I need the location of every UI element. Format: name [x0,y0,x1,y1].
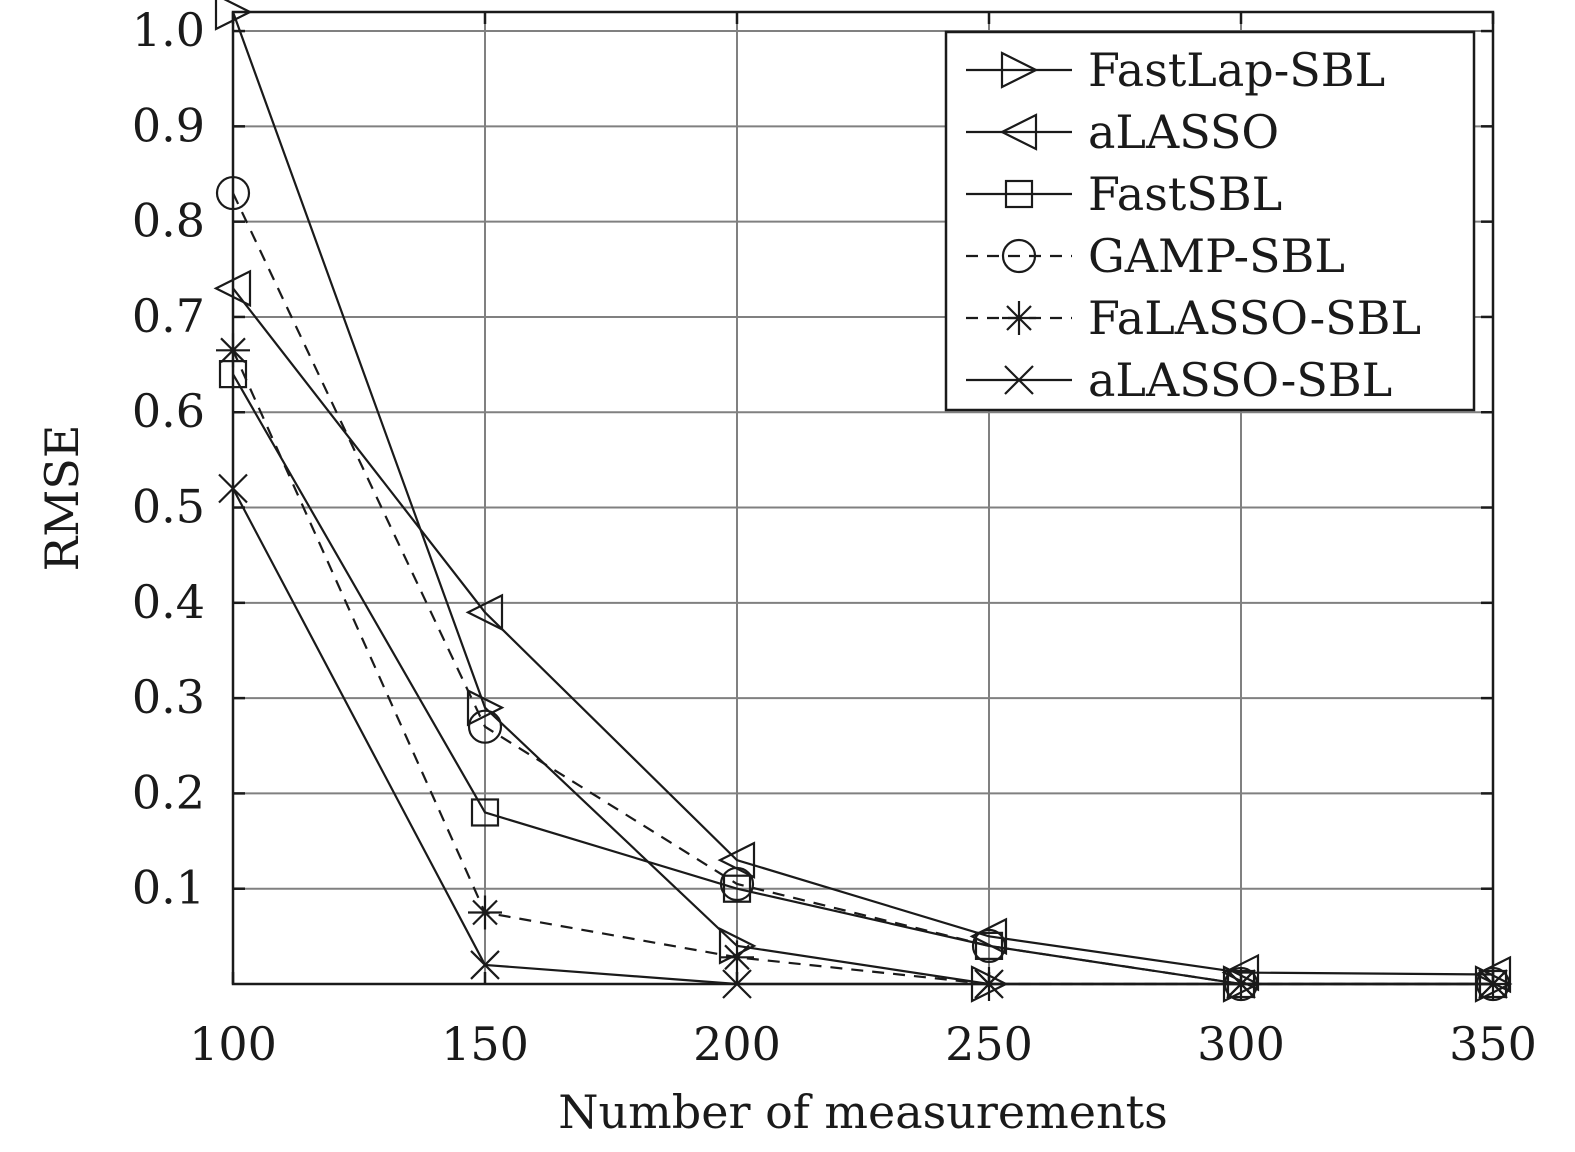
legend-marker-sample [1001,238,1037,274]
legend-marker-sample [999,113,1038,151]
legend-label: FaLASSO-SBL [1088,291,1421,345]
legend-box [944,30,1476,412]
data-point-fastsbl [974,931,1004,960]
legend-marker-sample [1004,365,1034,395]
y-tick-label: 1.0 [132,3,205,57]
legend-label: FastLap-SBL [1088,43,1385,97]
legend-entry-fastsbl: FastSBL [966,167,1282,221]
data-point-fastsbl [470,798,500,827]
x-axis-label: Number of measurements [558,1085,1167,1139]
y-tick-label: 0.8 [132,194,205,248]
series-line-gamp-sbl [232,192,1493,986]
data-point-alasso [969,917,1008,956]
y-tick-label: 0.6 [132,384,205,438]
legend-entry-gamp-sbl: GAMP-SBL [966,229,1345,283]
data-point-alasso-sbl [470,950,500,980]
legend-entry-fastlap-sbl: FastLap-SBL [966,43,1385,97]
data-point-fastsbl [722,874,752,903]
y-tick-label: 0.2 [132,765,205,819]
y-tick-label: 0.4 [132,575,205,629]
legend-label: GAMP-SBL [1088,229,1345,283]
series-line-alasso [232,287,1494,976]
data-point-alasso [465,593,504,632]
x-tick-label: 150 [441,1017,529,1071]
legend: FastLap-SBL aLASSO FastSBL GAMP-SBL FaLASSO-… [944,30,1476,412]
data-point-falasso-sbl [720,940,754,975]
plot-frame [231,10,1495,986]
x-tick-label: 300 [1197,1017,1285,1071]
legend-label: aLASSO-SBL [1088,353,1392,407]
legend-entry-alasso-sbl: aLASSO-SBL [966,353,1392,407]
series-line-alasso-sbl [232,487,1493,986]
y-tick-label: 0.9 [132,98,205,152]
y-tick-label: 0.3 [132,670,205,724]
series-line-fastsbl [232,373,1493,986]
series-line-falasso-sbl [231,349,1493,986]
x-tick-label: 350 [1449,1017,1537,1071]
legend-label: aLASSO [1088,105,1279,159]
legend-marker-sample [1000,51,1039,89]
y-tick-label: 0.5 [132,480,205,534]
data-point-gamp-sbl [971,928,1007,963]
legend-entry-falasso-sbl: FaLASSO-SBL [966,291,1421,345]
legend-entry-alasso: aLASSO [966,105,1279,159]
data-point-fastlap-sbl [466,688,505,727]
y-axis-label: RMSE [35,425,89,572]
x-tick-label: 100 [189,1017,277,1071]
data-point-gamp-sbl [467,709,503,744]
legend-label: FastSBL [1088,167,1282,221]
x-tick-label: 250 [945,1017,1033,1071]
x-tick-label: 200 [693,1017,781,1071]
axis-ticks: 100 150 200 250 300 350 0.1 0.2 0.3 0.4 0.5 0.6 0.7 0… [132,3,1537,1071]
legend-marker-sample [1002,301,1036,335]
legend-marker-sample [1004,179,1034,209]
data-point-falasso-sbl [468,895,502,930]
data-point-gamp-sbl [719,866,755,902]
y-tick-label: 0.1 [132,861,205,915]
y-tick-label: 0.7 [132,289,205,343]
